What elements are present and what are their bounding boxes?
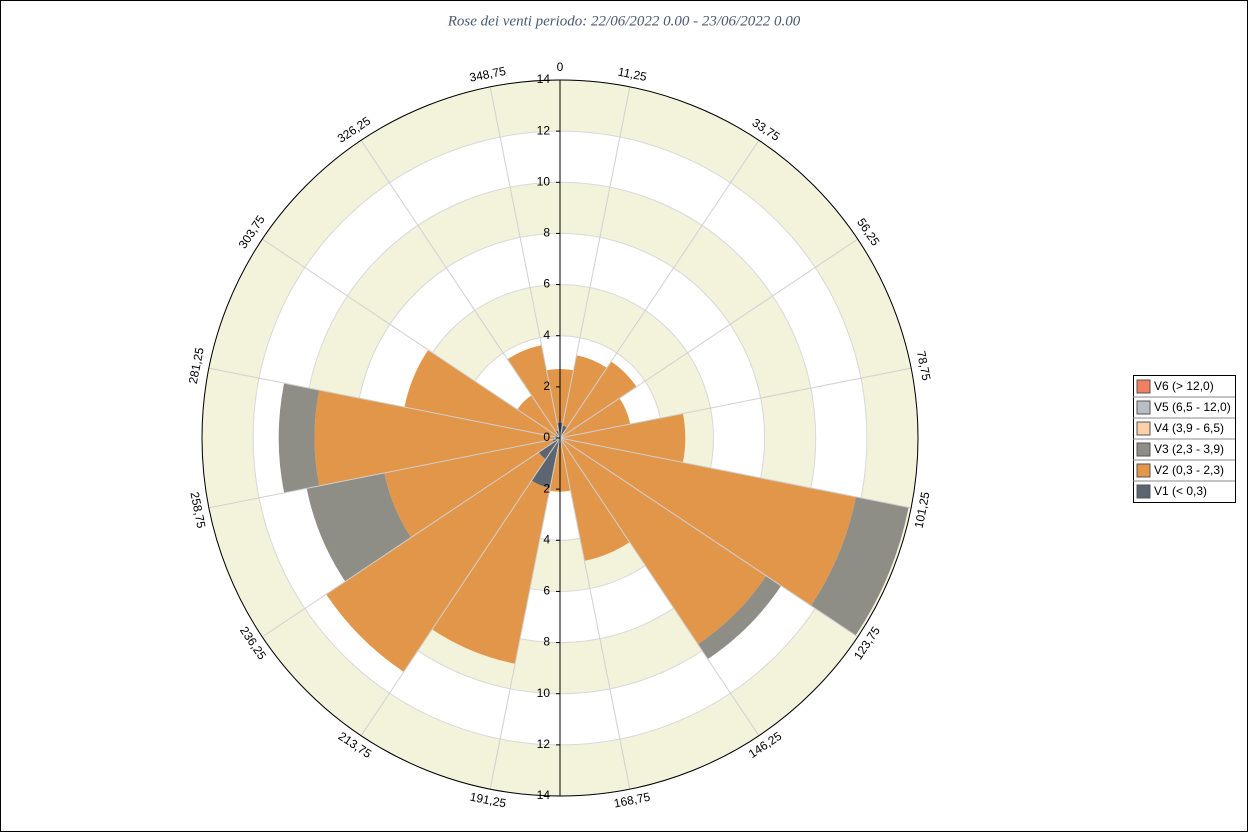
chart-title: Rose dei venti periodo: 22/06/2022 0.00 … xyxy=(447,13,801,29)
spoke xyxy=(559,140,760,439)
spoke xyxy=(262,437,561,638)
legend-label: V5 (6,5 - 12,0) xyxy=(1154,400,1231,414)
r-tick-label: 14 xyxy=(537,788,551,802)
r-tick-label: 8 xyxy=(543,226,550,240)
wedge xyxy=(561,361,637,437)
r-tick-label: 6 xyxy=(543,277,550,291)
r-tick-label: 2 xyxy=(543,481,550,495)
legend-label: V4 (3,9 - 6,5) xyxy=(1154,421,1224,435)
spoke xyxy=(559,437,858,638)
spoke xyxy=(559,437,631,790)
spoke xyxy=(208,367,561,439)
spoke xyxy=(360,140,561,439)
wedge xyxy=(432,480,551,664)
wedge xyxy=(560,413,686,463)
r-tick-label: 4 xyxy=(543,532,550,546)
r-tick-label: 10 xyxy=(537,686,551,700)
legend-swatch xyxy=(1136,442,1151,457)
wedge xyxy=(562,355,607,428)
r-tick-label: 2 xyxy=(543,379,550,393)
wedge xyxy=(560,438,767,645)
r-tick-label: 8 xyxy=(543,635,550,649)
angle-label: 0 xyxy=(557,60,564,74)
legend-label: V3 (2,3 - 3,9) xyxy=(1154,442,1224,456)
wedge xyxy=(326,452,546,672)
legend-swatch xyxy=(1136,421,1151,436)
spoke xyxy=(559,86,631,439)
spoke xyxy=(489,437,561,790)
wedge xyxy=(560,438,856,606)
legend: V6 (> 12,0) V5 (6,5 - 12,0) V4 (3,9 - 6,5)… xyxy=(1133,375,1236,503)
spoke xyxy=(208,437,561,509)
spoke xyxy=(559,367,912,439)
legend-swatch xyxy=(1136,400,1151,415)
spoke xyxy=(559,238,858,439)
r-tick-label: 0 xyxy=(543,430,550,444)
wedge xyxy=(697,575,782,660)
spoke xyxy=(559,437,912,509)
r-tick-label: 4 xyxy=(543,328,550,342)
legend-label: V6 (> 12,0) xyxy=(1154,379,1214,393)
wedge xyxy=(404,349,556,438)
legend-swatch xyxy=(1136,463,1151,478)
r-tick-label: 12 xyxy=(537,737,551,751)
spoke xyxy=(262,238,561,439)
wedge xyxy=(314,390,555,486)
angle-label: 11,25 xyxy=(617,65,649,84)
r-tick-label: 10 xyxy=(537,174,551,188)
spoke xyxy=(559,437,760,736)
wedge xyxy=(560,440,630,561)
legend-label: V2 (0,3 - 2,3) xyxy=(1154,463,1224,477)
spoke xyxy=(489,86,561,439)
legend-swatch xyxy=(1136,379,1151,394)
spoke xyxy=(360,437,561,736)
r-tick-label: 6 xyxy=(543,584,550,598)
r-tick-label: 14 xyxy=(537,72,551,86)
wedge xyxy=(810,496,909,636)
wedge xyxy=(278,383,320,493)
legend-label: V1 (< 0,3) xyxy=(1154,484,1207,498)
wedge xyxy=(562,398,631,438)
wedge xyxy=(384,439,554,538)
wedge xyxy=(538,438,560,460)
wedge xyxy=(517,395,558,436)
r-tick-label: 12 xyxy=(537,123,551,137)
angle-label: 78,75 xyxy=(914,350,934,383)
legend-swatch xyxy=(1136,484,1151,499)
wedge xyxy=(531,438,560,489)
